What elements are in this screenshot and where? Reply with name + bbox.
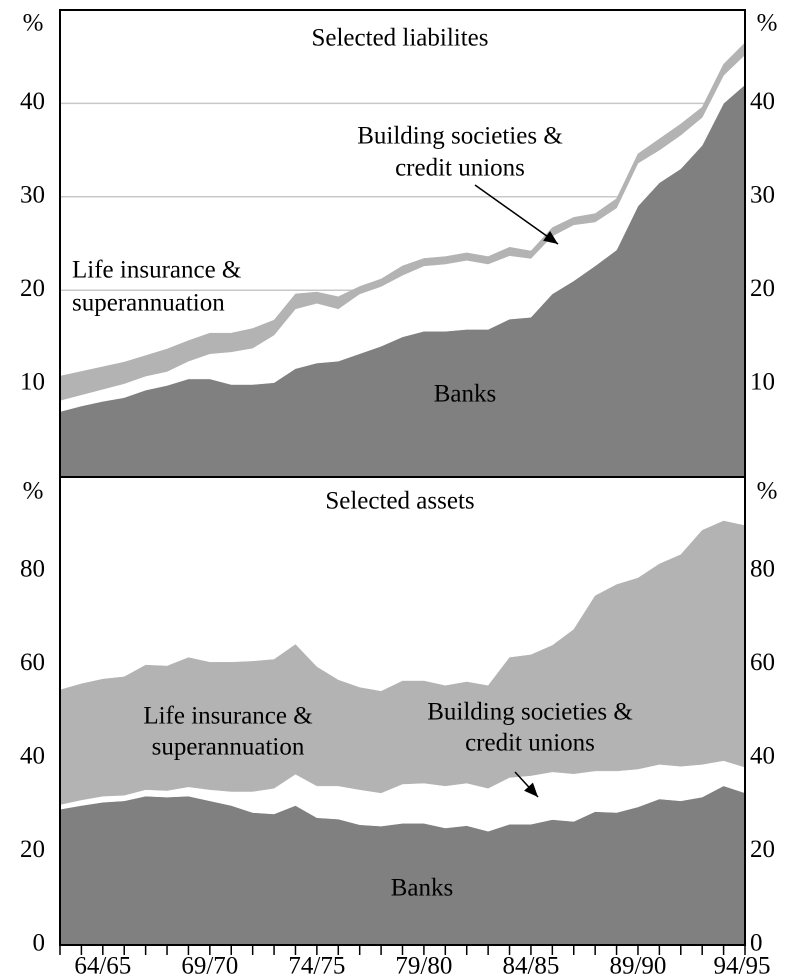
x-tick-label: 84/85 [502,953,559,980]
series-label: Life insurance & [143,703,312,730]
arrow-line [474,184,559,245]
y-tick-label: 80 [20,555,45,582]
x-tick-label: 69/70 [181,953,238,980]
y-tick-label: 10 [20,368,45,395]
y-tick-label: 20 [20,836,45,863]
area [59,520,746,805]
y2-tick-label: 60 [750,649,775,676]
y-tick-label: 0 [33,930,46,957]
x-tick-label: 74/75 [288,953,345,980]
unit-label: % [23,478,44,505]
y2-tick-label: 20 [750,275,775,302]
panel-title: Selected liabilites [311,25,488,52]
unit-label: % [757,478,778,505]
x-tick-label: 79/80 [395,953,452,980]
x-tick-label: 94/95 [714,953,771,980]
series-label: Banks [434,381,497,408]
unit-label: % [757,10,778,37]
series-label: Life insurance & [72,257,241,284]
x-tick-label: 89/90 [609,953,666,980]
series-label: Banks [391,875,454,902]
y2-tick-label: 0 [750,930,763,957]
y2-tick-label: 40 [750,743,775,770]
y2-tick-label: 40 [750,88,775,115]
panel-title: Selected assets [325,488,474,515]
series-label: Building societies & [357,123,563,150]
series-label: credit unions [465,730,595,757]
y2-tick-label: 20 [750,836,775,863]
series-label: superannuation [152,734,305,761]
arrow-head [543,230,558,244]
series-label: credit unions [395,155,525,182]
unit-label: % [23,10,44,37]
x-tick-label: 64/65 [74,953,131,980]
arrow-head [524,782,538,797]
y-tick-label: 40 [20,743,45,770]
series-label: Building societies & [427,699,633,726]
y-tick-label: 20 [20,275,45,302]
y2-tick-label: 10 [750,368,775,395]
y-tick-label: 40 [20,88,45,115]
y2-tick-label: 30 [750,182,775,209]
y-tick-label: 60 [20,649,45,676]
y2-tick-label: 80 [750,555,775,582]
y-tick-label: 30 [20,182,45,209]
series-label: superannuation [72,290,225,317]
